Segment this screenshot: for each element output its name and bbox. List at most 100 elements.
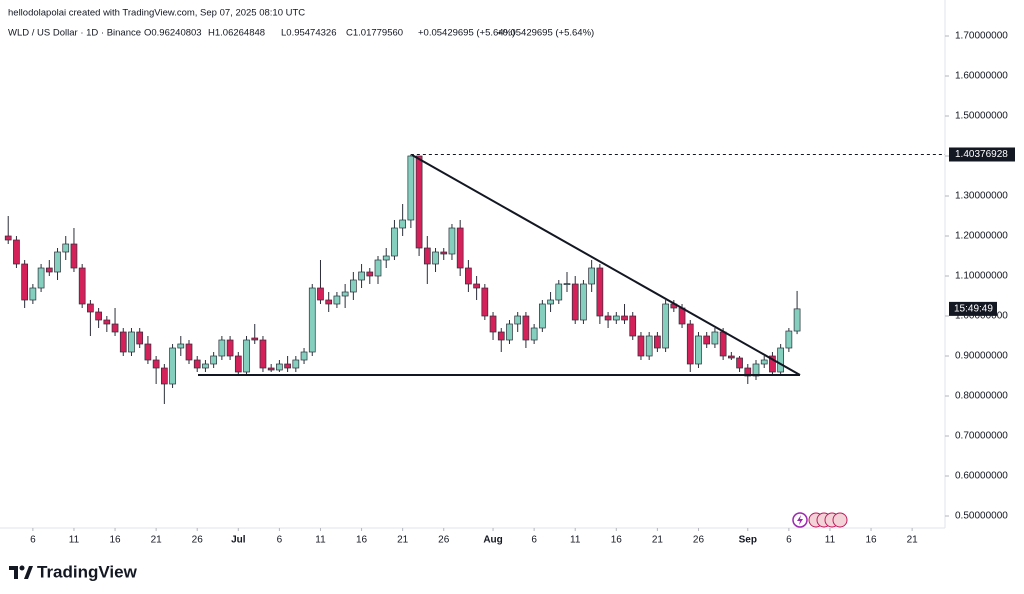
candle-body [440,251,448,255]
logo-icon [24,566,33,579]
candle-body [654,335,661,349]
candle-body [226,339,234,357]
candle-body [341,291,349,297]
countdown: 15:49:49 [954,304,993,315]
candle-body [736,357,743,369]
candle-body [621,315,628,321]
candle-body [87,303,94,313]
candle-body [407,155,415,221]
x-tick-label: 11 [570,535,581,546]
x-tick-label: 21 [151,535,163,546]
logo-text: TradingView [37,562,138,581]
candle-body [612,315,620,321]
candle-body [333,295,341,305]
resistance-line [411,154,801,376]
y-tick-label: 1.10000000 [955,271,1008,282]
candle-body [604,315,612,321]
x-tick-label: 6 [786,535,792,546]
candle-body [119,331,127,353]
x-tick-label: 6 [277,535,283,546]
chart-title: WLD / US Dollar · 1D · Binance [8,28,141,39]
y-tick-label: 1.30000000 [955,191,1008,202]
candle-body [399,219,407,229]
candle-body [70,243,78,269]
ohlc-value: H1.06264848 [208,28,265,39]
candle-body [349,279,357,293]
candle-body [711,331,719,345]
candle-body [571,283,579,321]
candle-body [530,327,538,341]
ohlc-value: +0.05429695 (+5.64%) [418,28,515,39]
y-tick-label: 0.70000000 [955,431,1008,442]
ohlc-value: O0.96240803 [144,28,202,39]
candle-body [62,243,70,253]
candle-body [169,347,176,385]
y-tick-label: 1.20000000 [955,231,1008,242]
candle-body [785,330,793,349]
y-tick-label: 1.00000000 [955,311,1008,322]
y-tick-label: 0.50000000 [955,511,1008,522]
candle-body [218,339,226,357]
candle-body [727,355,735,359]
candle-body [547,299,554,305]
candle-body [629,315,637,337]
x-tick-label: 26 [192,535,204,546]
countdown-box [949,301,997,316]
x-tick-label: 16 [356,535,368,546]
candle-body [563,283,571,285]
candle-body [555,283,563,301]
candle-body [777,347,785,373]
price-label: 1.40376928 [955,149,1008,160]
candle-body [37,267,45,289]
candle-body [497,331,505,341]
price-label-box [949,147,1015,162]
candle-body [538,303,546,329]
x-tick-label: Aug [483,535,502,546]
x-tick-label: 11 [69,535,80,546]
candle-body [259,339,267,369]
candle-body [103,319,111,325]
candle-body [481,287,489,317]
x-tick-label: 26 [438,535,450,546]
candle-body [308,287,316,353]
x-tick-label: 16 [109,535,121,546]
candle-body [489,315,497,333]
candle-body [703,335,711,345]
candle-body [580,283,587,321]
candle-body [210,355,218,365]
candle-body [596,267,604,317]
candle-body [317,287,324,301]
candle-body [448,227,456,255]
candle-body [325,299,333,305]
candle-body [267,367,275,371]
x-tick-label: 6 [531,535,537,546]
candle-body [465,267,472,285]
candle-body [456,227,464,269]
candle-body [645,335,653,357]
candle-body [292,359,300,369]
x-tick-label: 11 [825,535,836,546]
candle-body [662,303,669,349]
candle-body [793,308,801,332]
y-tick-label: 0.90000000 [955,351,1008,362]
candle-body [95,311,102,321]
candle-body [300,351,308,361]
candle-body [136,331,144,345]
logo-icon [19,565,25,571]
y-tick-label: 1.50000000 [955,111,1008,122]
event-icon [832,512,848,528]
x-tick-label: 16 [865,535,877,546]
candle-body [243,339,250,373]
candle-body [45,267,53,273]
candle-body [637,335,645,357]
candle-body [473,283,480,289]
candle-body [234,355,242,373]
candle-body [760,359,768,365]
event-icon [797,515,803,525]
candle-body [588,267,596,285]
y-tick-label: 0.80000000 [955,391,1008,402]
candle-body [13,239,20,265]
candle-body [686,323,694,365]
